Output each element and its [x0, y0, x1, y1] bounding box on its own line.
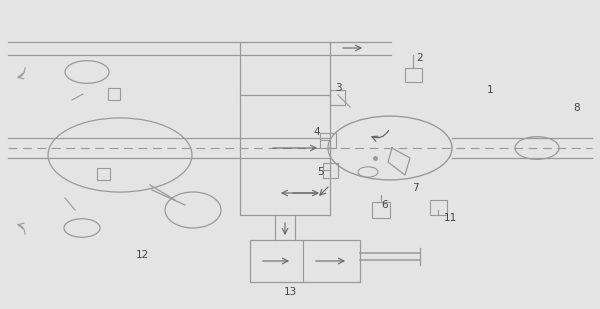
Bar [250, 240, 360, 282]
Bar [330, 90, 345, 105]
Text: 2: 2 [416, 53, 424, 63]
Bar [430, 200, 447, 215]
Bar [323, 163, 338, 178]
Text: 12: 12 [136, 250, 149, 260]
Bar [372, 202, 390, 218]
Text: 3: 3 [335, 83, 341, 93]
Bar [97, 168, 110, 180]
Text: 11: 11 [443, 213, 457, 223]
Text: 5: 5 [317, 167, 325, 177]
Bar [108, 88, 120, 100]
Bar [320, 133, 336, 148]
Text: 4: 4 [314, 127, 320, 137]
Text: 7: 7 [412, 183, 418, 193]
Bar [405, 68, 422, 82]
Text: 1: 1 [487, 85, 493, 95]
Bar [240, 95, 330, 215]
Text: 8: 8 [574, 103, 580, 113]
Text: 6: 6 [382, 200, 388, 210]
Text: 13: 13 [283, 287, 296, 297]
